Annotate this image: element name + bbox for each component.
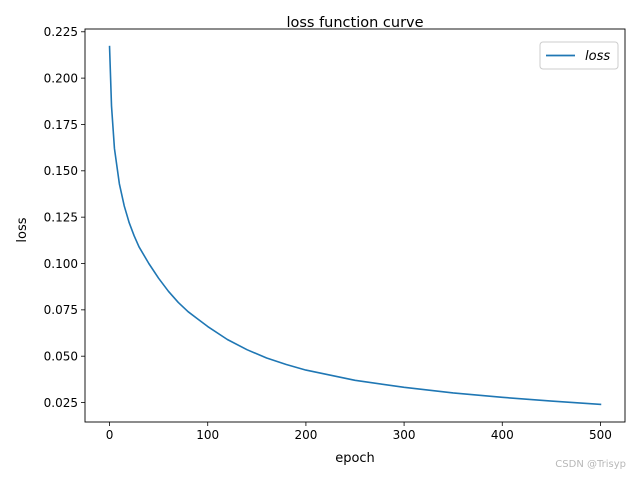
y-tick-label: 0.025 xyxy=(44,396,78,410)
x-axis-label: epoch xyxy=(335,451,375,466)
legend-label: loss xyxy=(585,49,610,64)
x-tick-label: 200 xyxy=(294,428,317,442)
x-tick-label: 100 xyxy=(196,428,219,442)
x-tick-label: 300 xyxy=(393,428,416,442)
series-layer xyxy=(108,45,602,406)
legend: loss xyxy=(539,41,619,70)
y-tick-label: 0.200 xyxy=(44,71,78,85)
y-axis-label: loss xyxy=(15,217,30,242)
y-tick-label: 0.150 xyxy=(44,164,78,178)
y-tick-label: 0.050 xyxy=(44,349,78,363)
y-tick-label: 0.100 xyxy=(44,257,78,271)
chart-title: loss function curve xyxy=(286,15,423,31)
axes-frame xyxy=(84,28,626,423)
y-tick-label: 0.125 xyxy=(44,210,78,224)
x-axis-ticks: 0 100 200 300 400 500 xyxy=(106,422,612,442)
x-tick-label: 400 xyxy=(491,428,514,442)
legend-box xyxy=(539,41,619,70)
y-tick-label: 0.175 xyxy=(44,118,78,132)
y-tick-label: 0.225 xyxy=(44,25,78,39)
watermark: CSDN @Trisyp xyxy=(555,459,626,470)
x-tick-label: 500 xyxy=(589,428,612,442)
y-axis-ticks: 0.025 0.050 0.075 0.100 0.125 0.150 0.175 0.200… xyxy=(44,25,85,410)
series-line-loss xyxy=(108,45,602,406)
x-tick-label: 0 xyxy=(106,428,114,442)
y-tick-label: 0.075 xyxy=(44,303,78,317)
